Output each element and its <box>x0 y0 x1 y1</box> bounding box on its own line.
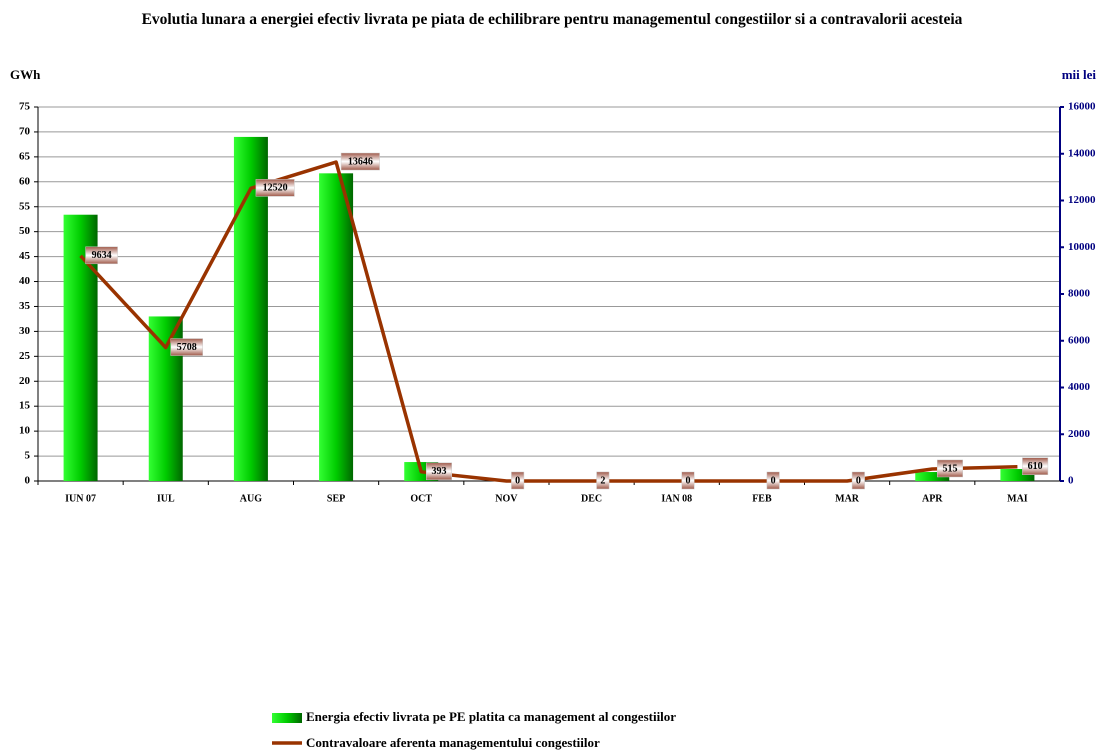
data-label-group: 515 <box>937 459 963 478</box>
data-label-box <box>596 471 610 490</box>
x-tick-label: SEP <box>327 493 345 504</box>
data-label-group: 9634 <box>85 246 118 265</box>
data-label: 610 <box>1028 461 1043 472</box>
data-label-box <box>511 471 525 490</box>
y-tick-label: 40 <box>19 275 31 287</box>
data-label: 0 <box>856 475 861 486</box>
y-tick-label: 30 <box>19 325 31 337</box>
line <box>79 160 1018 483</box>
y2-tick-label: 8000 <box>1068 288 1091 300</box>
data-label-group: 0 <box>851 471 865 490</box>
x-tick-label: APR <box>922 493 943 504</box>
y2-tick-label: 14000 <box>1068 147 1096 159</box>
data-label: 0 <box>515 475 520 486</box>
y2-tick-label: 10000 <box>1068 241 1096 253</box>
data-label-group: 0 <box>681 471 695 490</box>
x-tick-label: OCT <box>410 493 432 504</box>
data-label: 393 <box>432 466 447 477</box>
y-tick-label: 45 <box>19 250 31 262</box>
data-label: 0 <box>771 475 776 486</box>
data-label-group: 13646 <box>340 152 380 171</box>
data-label-box <box>426 462 452 481</box>
x-tick-label: IAN 08 <box>661 493 692 504</box>
data-label: 5708 <box>177 342 197 353</box>
data-label-box <box>766 471 780 490</box>
x-tick-label: IUL <box>157 493 175 504</box>
data-label-box <box>340 152 380 171</box>
y2-tick-label: 6000 <box>1068 334 1091 346</box>
data-label-group: 2 <box>596 471 610 490</box>
data-label: 12520 <box>263 183 288 194</box>
y-tick-label: 25 <box>19 350 31 362</box>
y-tick-label: 15 <box>19 400 31 412</box>
data-label-group: 610 <box>1022 457 1049 475</box>
y-tick-label: 55 <box>19 200 31 212</box>
x-tick-label: NOV <box>495 493 518 504</box>
x-tick-label: AUG <box>240 493 262 504</box>
y2-tick-label: 2000 <box>1068 428 1091 440</box>
y2-tick-label: 4000 <box>1068 381 1091 393</box>
x-tick-label: IUN 07 <box>65 493 96 504</box>
data-label-group: 0 <box>511 471 525 490</box>
y-tick-label: 70 <box>19 125 31 137</box>
chart-title: Evolutia lunara a energiei efectiv livra… <box>141 11 963 28</box>
y-tick-label: 75 <box>19 101 31 113</box>
x-tick-label: MAR <box>835 493 860 504</box>
y2-tick-label: 12000 <box>1068 194 1096 206</box>
data-label: 0 <box>686 475 691 486</box>
data-label-group: 393 <box>426 462 452 481</box>
data-label: 13646 <box>348 156 373 167</box>
data-label: 515 <box>943 463 958 474</box>
data-label-group: 5708 <box>170 338 203 356</box>
y-tick-label: 5 <box>25 450 31 462</box>
y2-axis-label: mii lei <box>1062 67 1097 82</box>
data-label-box <box>85 246 118 265</box>
x-tick-label: FEB <box>752 493 772 504</box>
legend-label: Energia efectiv livrata pe PE platita ca… <box>306 709 676 724</box>
data-label-group: 12520 <box>255 179 295 197</box>
data-label-box <box>255 179 295 197</box>
data-label: 2 <box>600 475 605 486</box>
data-label-box <box>681 471 695 490</box>
data-label: 9634 <box>92 250 112 261</box>
y-tick-label: 60 <box>19 175 31 187</box>
bar <box>1000 469 1035 481</box>
bar <box>319 173 354 481</box>
y-tick-label: 35 <box>19 300 31 312</box>
bar <box>915 472 950 481</box>
data-label-box <box>851 471 865 490</box>
y-tick-label: 0 <box>25 475 31 487</box>
data-label-group: 0 <box>766 471 780 490</box>
data-label-box <box>170 338 203 356</box>
y-tick-label: 65 <box>19 150 31 162</box>
y-tick-label: 50 <box>19 225 31 237</box>
legend-label: Contravaloare aferenta managementului co… <box>306 735 600 750</box>
data-label-box <box>937 459 963 478</box>
y-axis-label: GWh <box>10 67 41 82</box>
x-tick-label: MAI <box>1007 493 1028 504</box>
y-tick-label: 20 <box>19 375 31 387</box>
y-tick-label: 10 <box>19 425 31 437</box>
y2-tick-label: 0 <box>1068 475 1074 487</box>
x-tick-label: DEC <box>581 493 602 504</box>
data-label-box <box>1022 457 1049 475</box>
y2-tick-label: 16000 <box>1068 101 1096 113</box>
legend-swatch <box>272 713 302 723</box>
